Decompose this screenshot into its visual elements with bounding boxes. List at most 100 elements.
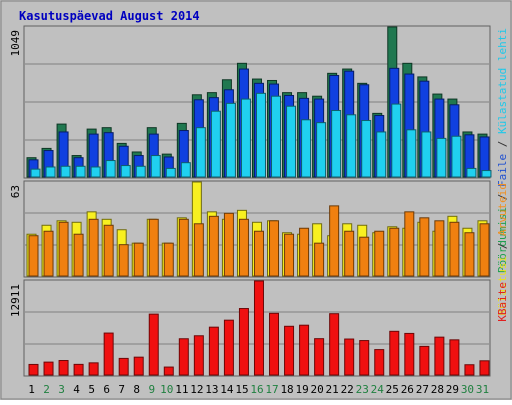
bar [193, 335, 204, 376]
panel-max-label: 1049 [9, 30, 22, 57]
bar [269, 220, 280, 277]
bar [28, 363, 39, 376]
bar [178, 338, 189, 376]
bar [223, 212, 234, 277]
bar [374, 230, 385, 277]
bar [361, 120, 372, 178]
panel-middle: 63 Külastusi / Arvuteid [9, 180, 509, 315]
bar [73, 363, 84, 376]
bar [359, 340, 370, 376]
bar [464, 232, 475, 277]
bar [269, 312, 280, 376]
bar [240, 98, 251, 178]
panel-legend: Külastusi / Arvuteid [496, 183, 509, 315]
bar [286, 105, 297, 178]
legend-entry: Pöördumisi [496, 207, 509, 273]
bar [344, 230, 355, 277]
bar [178, 218, 189, 277]
bar [120, 165, 131, 178]
x-tick-label: 12 [190, 383, 203, 396]
panel-legend: KBaite [496, 282, 509, 322]
x-tick-label: 28 [431, 383, 444, 396]
x-tick-label: 2 [43, 383, 50, 396]
bar [58, 360, 69, 376]
bar [301, 119, 312, 178]
bar [238, 218, 249, 277]
x-tick-label: 30 [461, 383, 474, 396]
bar [391, 103, 402, 178]
chart-panels: 1049 Pöördumisi / Faile / Külastatud leht… [9, 25, 509, 377]
bar [479, 223, 490, 277]
bar [210, 110, 221, 178]
x-tick-label: 13 [205, 383, 218, 396]
bar [344, 338, 355, 376]
bar [105, 160, 116, 178]
bar [389, 227, 400, 277]
bar [284, 233, 295, 277]
bars [26, 181, 490, 277]
bar [421, 131, 432, 178]
series-kbaite [28, 280, 490, 376]
bar [451, 135, 462, 178]
x-tick-label: 18 [280, 383, 293, 396]
series-külastatud-lehti [30, 92, 492, 178]
bar [45, 166, 56, 178]
bar [419, 217, 430, 277]
bar [481, 170, 492, 178]
bar [346, 114, 357, 178]
panel-bottom: 12911 KBaite [9, 279, 509, 377]
bar [331, 110, 342, 178]
bars [28, 280, 490, 376]
bar [208, 326, 219, 376]
bar [223, 319, 234, 376]
bar [165, 167, 176, 178]
x-tick-label: 5 [88, 383, 95, 396]
x-tick-label: 3 [58, 383, 65, 396]
x-tick-label: 21 [326, 383, 339, 396]
bar [103, 224, 114, 277]
legend-entry: KBaite [496, 282, 509, 322]
bar [90, 166, 101, 178]
x-tick-label: 16 [250, 383, 263, 396]
bar [58, 221, 69, 277]
x-tick-label: 14 [220, 383, 234, 396]
bar [195, 127, 206, 178]
x-tick-label: 26 [401, 383, 414, 396]
bar [436, 137, 447, 178]
x-tick-label: 27 [416, 383, 429, 396]
bar [135, 165, 146, 178]
legend-entry: / [496, 187, 509, 207]
x-tick-label: 11 [175, 383, 188, 396]
bar [163, 366, 174, 376]
bar [271, 95, 282, 178]
bar [466, 167, 477, 178]
bar [225, 102, 236, 178]
x-tick-label: 7 [118, 383, 125, 396]
panel-max-label: 63 [9, 185, 22, 198]
x-tick-label: 29 [446, 383, 459, 396]
legend-entry: / [496, 134, 509, 154]
bar [434, 336, 445, 376]
bar [329, 205, 340, 277]
bar [406, 129, 417, 178]
x-axis-labels: 1 2 3 4 5 6 7 8 9 10 11 12 13 14 15 16 17 18 19 20 21 22 23 24 2… [28, 383, 489, 396]
bar [118, 357, 129, 376]
bar [464, 364, 475, 376]
bar [193, 223, 204, 277]
panel-legend: Pöördumisi / Faile / Külastatud lehti [496, 28, 509, 273]
x-tick-label: 4 [73, 383, 80, 396]
x-tick-label: 1 [28, 383, 35, 396]
bar [404, 211, 415, 277]
bars [26, 26, 492, 178]
x-tick-label: 31 [476, 383, 489, 396]
x-tick-label: 6 [103, 383, 110, 396]
bar [88, 218, 99, 277]
bar [208, 215, 219, 277]
bar [133, 242, 144, 277]
x-tick-label: 17 [265, 383, 278, 396]
bar [479, 360, 490, 376]
x-tick-label: 9 [148, 383, 155, 396]
bar [314, 242, 325, 277]
